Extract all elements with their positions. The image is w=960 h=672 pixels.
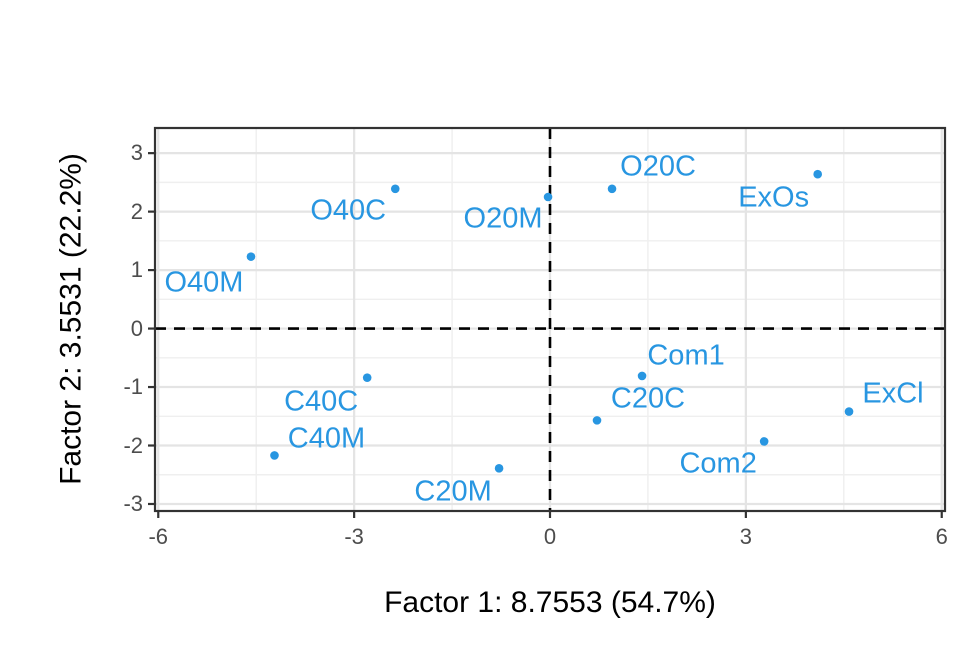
x-tick-label: 3 [739,524,752,549]
data-point-C20C [592,416,602,425]
y-tick-label: -1 [123,374,143,400]
data-point-O20M [543,192,553,202]
y-tick-label: 0 [130,315,143,341]
x-tick-label: 6 [935,524,948,549]
panel-border [153,126,947,513]
data-point-O40C [390,184,400,194]
point-label-O40M: O40M [164,266,244,299]
point-label-C20M: C20M [414,475,492,508]
y-tick-label: 1 [130,257,143,283]
data-point-C40M [270,451,279,460]
x-axis-title: Factor 1: 8.7553 (54.7%) [384,586,716,619]
data-point-ExOs [813,169,822,179]
data-point-Com1 [637,371,647,381]
data-point-O20C [607,184,617,194]
point-label-C20C: C20C [610,382,686,415]
y-axis-title: Factor 2: 3.5531 (22.2%) [54,153,88,485]
point-label-O20C: O20C [620,150,696,183]
point-label-ExOs: ExOs [738,181,810,214]
x-tick-label: 0 [543,524,557,549]
y-tick-label: 2 [130,198,143,224]
point-label-O40C: O40C [310,194,387,227]
point-label-C40M: C40M [287,422,366,455]
y-tick-label: -2 [123,432,143,458]
point-label-C40C: C40C [284,385,359,418]
point-label-Com2: Com2 [679,447,757,480]
x-tick-label: -6 [148,524,169,549]
point-label-O20M: O20M [463,202,543,235]
x-tick-label: -3 [344,524,364,549]
point-label-Com1: Com1 [647,339,725,372]
data-point-C20M [494,464,504,473]
data-point-Com2 [759,437,769,446]
data-point-O40M [246,252,256,261]
y-tick-label: -3 [123,490,143,516]
data-point-C40C [362,373,372,382]
data-point-ExCl [844,407,854,416]
point-label-ExCl: ExCl [862,377,924,410]
y-tick-label: 3 [130,140,143,166]
